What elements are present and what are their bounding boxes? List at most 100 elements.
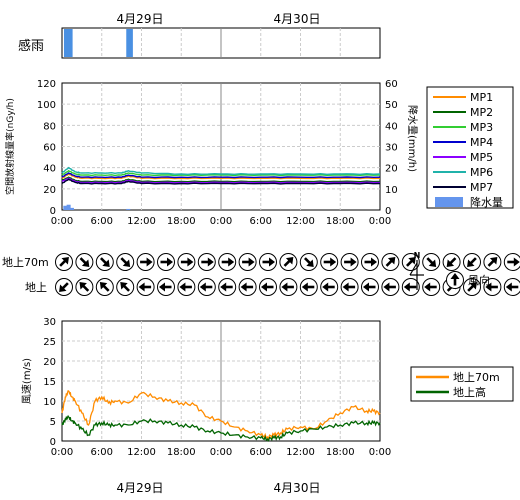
wind-direction-icon [259,278,277,296]
wind-direction-icon [55,253,73,271]
wind-direction-icon [401,278,420,296]
radiation-ytick-label: 80 [43,121,56,132]
radiation-xtick-label: 12:00 [127,216,156,227]
radiation-xtick-label: 12:00 [286,216,315,227]
windspeed-xtick-label: 0:00 [369,447,391,458]
precip-ytick-label: 20 [385,164,398,175]
wind-direction-icon [422,253,441,271]
wind-row-label-ground: 地上 [25,281,47,294]
wind-icon-shaft [449,257,457,265]
legend-label-MP3: MP3 [470,121,493,134]
wind-direction-icon [361,253,379,271]
wind-icon-shaft [283,259,291,267]
wind-direction-icon [340,253,359,271]
series-line-地上高 [61,414,381,443]
precip-ytick-label: 30 [385,143,398,154]
precip-ytick-label: 0 [385,206,391,217]
legend-label-precip: 降水量 [470,195,503,209]
wind-direction-icon [218,253,237,271]
wind-icon-head [79,282,87,290]
series-line-MP4 [61,172,381,179]
precip-ytick-label: 60 [385,79,398,90]
wind-direction-icon [503,278,520,296]
series-line-MP1 [61,173,381,180]
wind-direction-icon [136,278,155,296]
wind-direction-icon [75,253,94,271]
wind-direction-icon [279,278,298,296]
windspeed-ytick-label: 0 [50,437,56,448]
windspeed-ytick-label: 15 [43,377,56,388]
wind-direction-icon [116,253,135,271]
date-label-bottom-2: 4月30日 [274,481,321,495]
wind-icon-head [513,257,520,267]
windspeed-legend-frame [410,366,514,402]
series-line-MP2 [61,176,381,183]
wind-icon-shaft [61,282,69,290]
wind-direction-icon [197,253,216,271]
legend-label-MP6: MP6 [470,166,493,179]
legend-label-MP4: MP4 [470,136,493,149]
date-label-bottom-1: 4月29日 [117,481,164,495]
radiation-ylabel: 空間放射線量率(nGy/h) [4,98,16,195]
wind-direction-icon [340,278,359,296]
precip-bar [126,208,131,210]
radiation-ytick-label: 0 [50,206,56,217]
wind-direction-icon [299,253,318,271]
wind-icon-shaft [303,257,312,265]
wind-row-label-70m: 地上70m [2,256,49,269]
radiation-xtick-label: 0:00 [369,216,391,227]
precip-ytick-label: 40 [385,121,398,132]
legend-swatch-precip [435,197,463,207]
radiation-ytick-label: 60 [43,143,56,154]
wind-direction-icon [422,278,441,296]
wind-direction-icon [177,278,196,296]
wind-icon-head [240,282,247,292]
svg-text:N: N [414,251,421,260]
wind-icon-head [301,282,308,292]
rain-sense-strip [63,28,341,58]
wind-icon-head [489,257,498,265]
precip-bar [69,207,74,210]
wind-direction-icon [95,253,114,271]
wind-icon-shaft [122,284,131,292]
precip-ytick-label: 50 [385,100,398,111]
radiation-xtick-label: 18:00 [167,216,196,227]
windspeed-xtick-label: 18:00 [326,447,355,458]
rain-sense-bar [63,29,73,57]
wind-direction-icon [95,278,114,296]
wind-direction-arrow-icon [446,271,464,289]
radiation-ytick-label: 20 [43,185,56,196]
wind-icon-head [120,282,128,290]
wind-icon-head [220,282,227,292]
windspeed-ytick-label: 10 [43,397,56,408]
wind-icon-head [450,273,460,279]
wind-direction-icon [463,278,481,296]
wind-direction-icon [238,253,257,271]
wind-direction-legend-label: 風向 [468,273,490,287]
wind-icon-shaft [405,259,414,267]
precip-bar [66,204,71,210]
wind-icon-shaft [79,257,87,265]
wind-icon-head [408,257,416,265]
wind-icon-head [342,282,349,292]
wind-direction-icon [483,253,502,271]
wind-direction-icon [320,278,339,296]
windspeed-xtick-label: 12:00 [286,447,315,458]
wind-direction-icon [442,253,461,271]
precip-bar [63,205,68,210]
radiation-xtick-label: 0:00 [51,216,73,227]
wind-icon-shaft [120,257,128,265]
date-label-top-1: 4月29日 [117,12,164,26]
series-line-地上70m [61,390,381,440]
legend-label-MP2: MP2 [470,106,493,119]
wind-icon-head [138,282,145,292]
rain-sense-label: 感雨 [18,38,44,54]
windspeed-ytick-label: 20 [43,357,56,368]
series-line-MP3 [61,169,381,177]
series-line-MP5 [61,177,381,184]
wind-icon-head [99,282,108,290]
wind-icon-head [179,282,186,292]
legend-label-MP5: MP5 [470,151,493,164]
